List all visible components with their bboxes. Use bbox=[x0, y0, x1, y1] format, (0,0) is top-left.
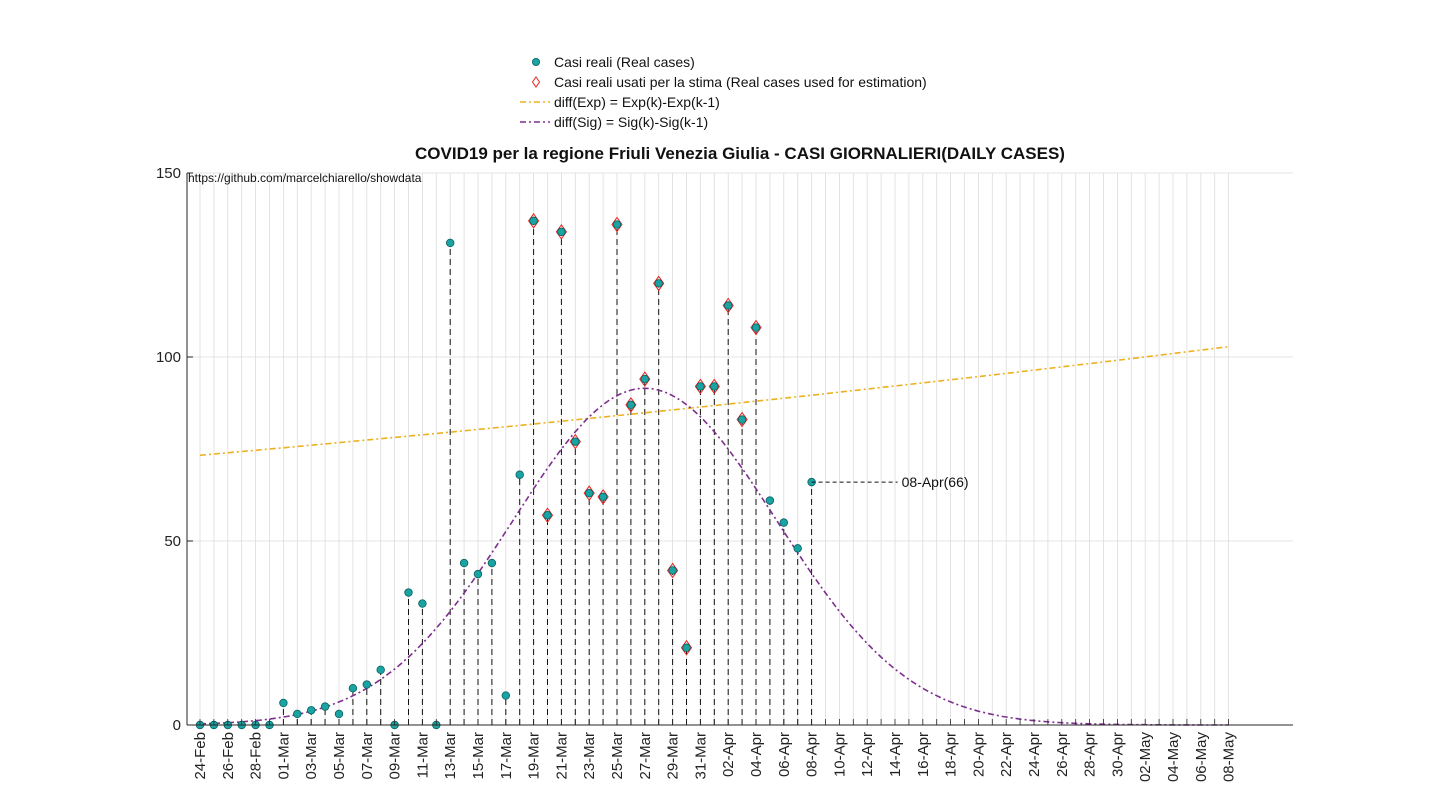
x-tick-label: 16-Apr bbox=[915, 732, 932, 777]
real-case-point bbox=[334, 709, 344, 719]
x-tick-label: 02-May bbox=[1137, 732, 1154, 783]
real-case-point bbox=[320, 702, 330, 711]
real-case-point bbox=[612, 220, 622, 229]
real-case-point bbox=[501, 691, 510, 700]
curve-layer bbox=[199, 345, 1229, 726]
real-case-point bbox=[696, 382, 705, 391]
real-case-point bbox=[459, 558, 469, 568]
legend-marker-estimation-cases bbox=[531, 76, 541, 88]
real-case-point bbox=[654, 279, 663, 288]
real-case-point bbox=[404, 588, 413, 597]
real-case-point bbox=[529, 216, 538, 226]
x-tick-label: 29-Mar bbox=[665, 732, 682, 780]
x-tick-label: 20-Apr bbox=[970, 732, 987, 777]
diff-sig-curve bbox=[199, 387, 1229, 726]
x-tick-label: 04-May bbox=[1165, 732, 1182, 783]
chart-title: COVID19 per la regione Friuli Venezia Gi… bbox=[415, 144, 1065, 163]
y-tick-label: 150 bbox=[156, 165, 181, 182]
real-case-point bbox=[571, 437, 580, 446]
real-case-point bbox=[543, 511, 552, 520]
label-layer: 0 50 100 150 24-Feb 26-Feb 28-Feb 01-Mar 03-Mar 0… bbox=[156, 165, 1238, 782]
x-tick-label: 25-Mar bbox=[609, 732, 626, 780]
x-tick-label: 09-Mar bbox=[387, 732, 404, 780]
legend-label-diff-sig: diff(Sig) = Sig(k)-Sig(k-1) bbox=[554, 114, 708, 130]
x-tick-label: 28-Apr bbox=[1082, 732, 1099, 777]
real-case-point bbox=[293, 709, 302, 719]
x-tick-label: 22-Apr bbox=[998, 732, 1015, 777]
x-tick-label: 06-May bbox=[1193, 732, 1210, 783]
x-tick-label: 28-Feb bbox=[248, 732, 265, 780]
x-tick-label: 15-Mar bbox=[470, 732, 487, 780]
x-tick-label: 26-Feb bbox=[220, 732, 237, 780]
stem-layer bbox=[282, 220, 813, 725]
x-tick-label: 24-Feb bbox=[192, 732, 209, 780]
real-case-point bbox=[585, 488, 594, 498]
legend: Casi reali (Real cases) Casi reali usati… bbox=[520, 54, 927, 130]
legend-label-estimation-cases: Casi reali usati per la stima (Real case… bbox=[554, 74, 927, 90]
legend-label-diff-exp: diff(Exp) = Exp(k)-Exp(k-1) bbox=[554, 94, 720, 110]
x-tick-label: 21-Mar bbox=[553, 732, 570, 780]
x-tick-label: 19-Mar bbox=[526, 732, 543, 780]
real-case-point bbox=[737, 415, 747, 424]
real-case-point bbox=[473, 569, 483, 579]
x-tick-label: 07-Mar bbox=[359, 732, 376, 780]
real-case-point bbox=[682, 643, 691, 652]
real-case-point bbox=[793, 544, 802, 553]
real-case-point bbox=[348, 684, 358, 693]
real-case-point bbox=[710, 382, 719, 391]
x-tick-label: 27-Mar bbox=[637, 732, 654, 780]
real-case-point bbox=[668, 566, 677, 575]
x-tick-label: 10-Apr bbox=[831, 732, 848, 777]
x-tick-label: 03-Mar bbox=[303, 732, 320, 780]
diff-exp-curve bbox=[199, 345, 1229, 457]
source-url-text: https://github.com/marcelchiarello/showd… bbox=[188, 171, 422, 185]
y-tick-label: 0 bbox=[173, 717, 181, 734]
x-tick-label: 06-Apr bbox=[776, 732, 793, 777]
real-case-point bbox=[418, 599, 427, 608]
x-tick-label: 01-Mar bbox=[275, 732, 292, 780]
x-tick-label: 17-Mar bbox=[498, 732, 515, 780]
real-case-point bbox=[640, 374, 649, 384]
real-case-point bbox=[724, 301, 733, 310]
real-case-point bbox=[279, 698, 288, 708]
x-tick-label: 13-Mar bbox=[442, 732, 459, 780]
x-tick-label: 14-Apr bbox=[887, 732, 904, 777]
x-tick-label: 05-Mar bbox=[331, 732, 348, 780]
real-case-point bbox=[307, 706, 316, 715]
x-tick-label: 26-Apr bbox=[1054, 732, 1071, 777]
x-tick-label: 04-Apr bbox=[748, 732, 765, 777]
real-case-point bbox=[626, 400, 636, 410]
y-tick-label: 50 bbox=[164, 533, 181, 550]
real-case-point bbox=[598, 492, 608, 502]
x-tick-label: 31-Mar bbox=[692, 732, 709, 780]
real-case-point bbox=[487, 558, 497, 568]
real-case-point bbox=[765, 496, 775, 505]
annotation-label: 08-Apr(66) bbox=[902, 474, 969, 490]
real-case-point bbox=[557, 227, 566, 237]
x-tick-label: 02-Apr bbox=[720, 732, 737, 777]
y-tick-label: 100 bbox=[156, 349, 181, 366]
real-case-point bbox=[515, 470, 524, 479]
x-tick-label: 30-Apr bbox=[1109, 732, 1126, 777]
x-tick-label: 08-May bbox=[1221, 732, 1238, 783]
real-case-point bbox=[751, 323, 761, 332]
x-tick-label: 18-Apr bbox=[943, 732, 960, 777]
real-case-point bbox=[446, 238, 455, 248]
x-tick-label: 11-Mar bbox=[414, 732, 431, 778]
x-tick-label: 08-Apr bbox=[804, 732, 821, 777]
x-tick-label: 23-Mar bbox=[581, 732, 598, 780]
legend-marker-real-cases bbox=[532, 58, 541, 67]
x-tick-label: 24-Apr bbox=[1026, 732, 1043, 777]
x-tick-label: 12-Apr bbox=[859, 732, 876, 777]
real-case-point bbox=[362, 680, 371, 689]
axis-layer bbox=[186, 172, 1293, 726]
legend-label-real-cases: Casi reali (Real cases) bbox=[554, 54, 695, 70]
real-case-point bbox=[779, 518, 788, 527]
real-case-point bbox=[376, 665, 385, 674]
